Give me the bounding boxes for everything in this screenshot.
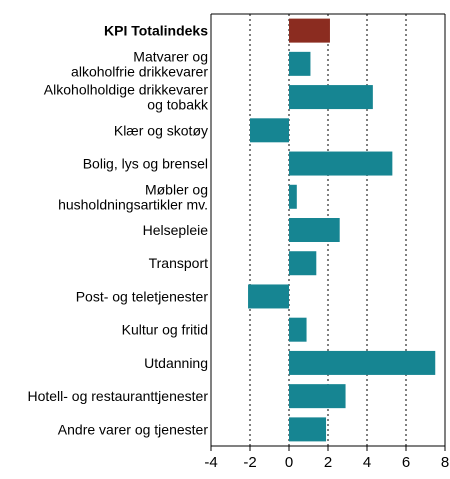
category-label: Møbler og husholdningsartikler mv. [58, 181, 208, 212]
category-label: KPI Totalindeks [104, 23, 208, 39]
category-label: Post- og teletjenester [76, 288, 209, 304]
x-tick-label: 2 [324, 454, 332, 471]
bar [289, 85, 373, 110]
bar [289, 51, 311, 76]
x-axis: -4 -2 0 2 4 6 8 [204, 445, 449, 471]
x-tick-label: -2 [243, 454, 256, 471]
bar [248, 284, 289, 309]
bar [289, 184, 297, 209]
category-label: Utdanning [144, 355, 208, 371]
x-tick-label: 0 [285, 454, 293, 471]
x-tick-label: 4 [363, 454, 371, 471]
bar [289, 350, 436, 375]
category-labels: KPI Totalindeks Matvarer og alkoholfrie dr… [27, 23, 209, 438]
bar [289, 384, 346, 409]
category-label: Matvarer og alkoholfrie drikkevarer [71, 48, 208, 79]
x-tick-label: -4 [204, 454, 217, 471]
category-label: Transport [149, 255, 209, 271]
bar [289, 218, 340, 242]
category-label: Hotell- og restauranttjenester [27, 388, 208, 404]
x-tick-label: 8 [441, 454, 449, 471]
x-tick-label: 6 [402, 454, 410, 471]
category-label: Andre varer og tjenester [58, 421, 209, 437]
bar [250, 118, 289, 143]
bar [289, 151, 393, 176]
bar [289, 317, 307, 342]
category-label: Bolig, lys og brensel [83, 156, 208, 172]
bars [248, 18, 436, 442]
category-label: Klær og skotøy [114, 122, 208, 138]
bar [289, 18, 330, 43]
category-label: Kultur og fritid [122, 322, 208, 338]
bar [289, 251, 317, 276]
category-label: Alkoholholdige drikkevarer og tobakk [44, 82, 209, 113]
category-label: Helsepleie [143, 222, 209, 238]
bar [289, 417, 327, 442]
